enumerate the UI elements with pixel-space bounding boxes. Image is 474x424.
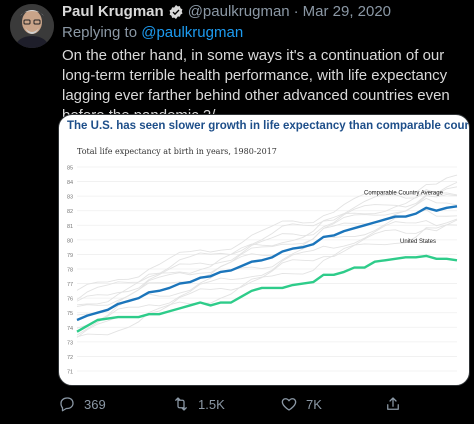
y-tick-label: 85 (67, 166, 73, 172)
verified-badge-icon (169, 4, 183, 19)
retweet-button[interactable]: 1.5K (172, 395, 225, 413)
background-country-line (76, 181, 458, 300)
avatar-portrait-icon (10, 4, 54, 48)
background-country-line (76, 186, 458, 302)
like-count: 7K (306, 396, 322, 412)
replying-prefix: Replying to (62, 24, 138, 41)
reply-count: 369 (84, 396, 106, 412)
series-line (76, 254, 458, 333)
like-button[interactable]: 7K (280, 395, 322, 413)
y-tick-label: 82 (67, 209, 73, 215)
replying-handle-link[interactable]: @paulkrugman (141, 24, 244, 41)
background-country-line (76, 219, 458, 338)
y-tick-label: 83 (67, 195, 73, 201)
y-tick-label: 79 (67, 253, 73, 259)
y-tick-label: 71 (67, 370, 73, 376)
retweet-icon (175, 397, 187, 411)
share-button[interactable] (384, 395, 402, 413)
background-country-line (76, 174, 458, 291)
background-country-line (76, 189, 458, 306)
replying-to: Replying to @paulkrugman (62, 24, 243, 41)
y-tick-label: 73 (67, 340, 73, 346)
y-tick-label: 74 (67, 326, 73, 332)
tweet-actions: 369 1.5K 7K (58, 392, 468, 416)
y-tick-label: 76 (67, 297, 73, 303)
reply-button[interactable]: 369 (58, 395, 106, 413)
chart-title: The U.S. has seen slower growth in life … (67, 120, 470, 132)
tweet-header: Paul Krugman @paulkrugman · Mar 29, 2020 (62, 3, 391, 20)
series-label: United States (400, 239, 436, 245)
y-tick-label: 84 (67, 180, 73, 186)
share-icon (387, 397, 399, 410)
tweet-date[interactable]: Mar 29, 2020 (302, 3, 392, 20)
series-line (76, 205, 458, 322)
avatar[interactable] (10, 4, 54, 48)
heart-icon (281, 398, 297, 411)
background-country-line (76, 224, 458, 338)
author-name[interactable]: Paul Krugman (62, 3, 164, 20)
background-country-line (76, 197, 458, 316)
y-tick-label: 80 (67, 238, 73, 244)
y-tick-label: 78 (67, 268, 73, 274)
header-separator: · (293, 3, 299, 20)
y-tick-label: 77 (67, 282, 73, 288)
chart-image-card[interactable]: 71 72 73 74 75 76 77 78 79 80 81 82 83 84 85 Comparable… (58, 114, 470, 386)
y-tick-label: 75 (67, 311, 73, 317)
series-label: Comparable Country Average (364, 191, 444, 197)
y-tick-label: 72 (67, 355, 73, 361)
reply-icon (60, 397, 74, 412)
background-country-line (76, 218, 458, 336)
retweet-count: 1.5K (198, 396, 225, 412)
chart-svg: 71 72 73 74 75 76 77 78 79 80 81 82 83 84 85 Comparable… (67, 166, 458, 376)
chart-subtitle: Total life expectancy at birth in years,… (77, 147, 277, 156)
tweet-text: On the other hand, in some ways it's a c… (62, 47, 450, 124)
y-tick-label: 81 (67, 224, 73, 230)
author-handle[interactable]: @paulkrugman (187, 3, 290, 20)
